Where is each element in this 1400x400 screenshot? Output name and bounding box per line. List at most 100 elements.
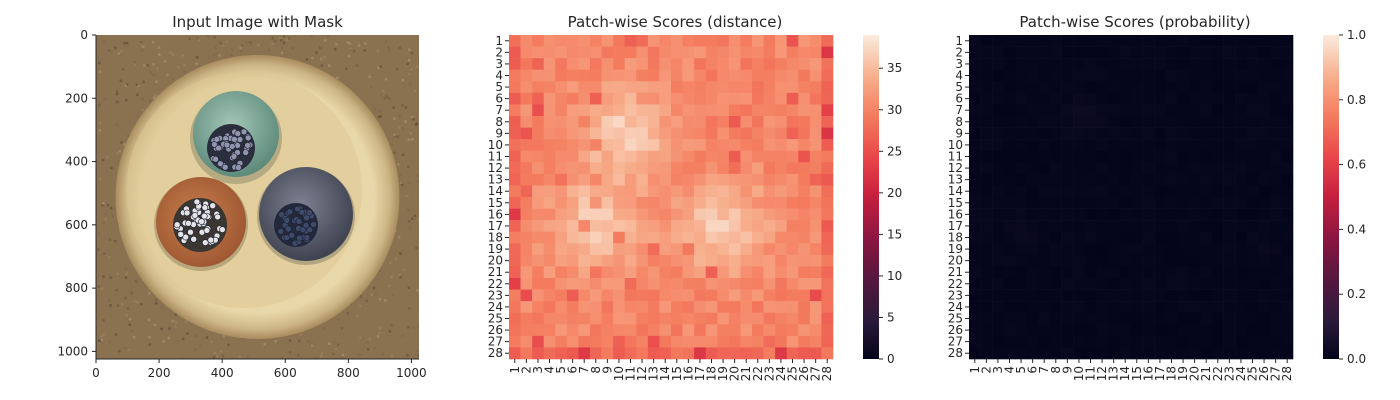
probability-cell [1165,243,1178,256]
distance-cell [555,254,568,267]
probability-cell [1096,254,1109,267]
probability-cell [1154,254,1167,267]
probability-y-tick-label: 5 [955,80,963,94]
probability-cell [1119,92,1132,105]
probability-colorbar-tick-label: 0.0 [1347,352,1366,366]
distance-cell [520,162,533,175]
probability-cell [980,139,993,152]
distance-cell [728,92,741,105]
distance-cell [509,220,521,233]
probability-cell [1026,58,1039,71]
distance-cell [624,266,637,279]
probability-cell [1281,81,1294,94]
probability-cell [1119,139,1132,152]
probability-cell [1235,92,1248,105]
distance-x-tick-label: 10 [612,366,626,381]
probability-cell [969,335,981,348]
probability-cell [1246,324,1259,337]
probability-cell [992,81,1005,94]
distance-y-tick-label: 28 [488,346,503,360]
probability-cell [1026,231,1039,244]
distance-cell [682,312,695,325]
distance-cell [705,347,718,360]
probability-cell [1165,185,1178,198]
probability-cell [1177,46,1190,59]
distance-cell [578,335,591,348]
probability-cell [1154,347,1167,360]
distance-cell [613,335,626,348]
distance-cell [763,92,776,105]
distance-cell [763,104,776,117]
probability-cell [1258,301,1271,314]
probability-cell [1200,58,1213,71]
distance-cell [775,278,788,290]
probability-cell [1015,58,1028,71]
probability-cell [1061,127,1074,140]
distance-cell [636,266,649,279]
probability-cell [1015,104,1028,117]
probability-cell [1119,278,1132,290]
probability-cell [1188,289,1201,302]
probability-cell [1107,58,1120,71]
probability-cell [1015,289,1028,302]
distance-cell [728,104,741,117]
probability-y-tick-label: 2 [955,45,963,59]
input-y-tick-label: 1000 [57,344,88,358]
probability-cell [1015,197,1028,209]
distance-cell [590,335,602,348]
probability-cell [1188,58,1201,71]
distance-cell [543,243,556,256]
distance-cell [786,197,799,209]
distance-cell [520,81,533,94]
probability-cell [1154,35,1167,47]
distance-cell [740,266,753,279]
probability-cell [1003,81,1016,94]
distance-x-tick-label: 3 [531,366,545,374]
distance-cell [798,208,811,221]
distance-cell [520,197,533,209]
distance-y-tick-label: 23 [488,288,503,302]
distance-x-tick-label: 21 [739,366,753,381]
probability-cell [1200,301,1213,314]
probability-cell [1269,301,1282,314]
distance-cell [566,220,579,233]
distance-cell [775,46,788,59]
probability-cell [1107,46,1120,59]
distance-cell [624,92,637,105]
distance-cell [798,312,811,325]
probability-cell [1038,254,1051,267]
distance-cell [509,58,521,71]
chart-title-distance: Patch-wise Scores (distance) [568,13,783,31]
distance-cell [590,150,602,163]
probability-cell [1269,220,1282,233]
distance-cell [752,116,764,128]
probability-cell [1142,266,1155,279]
probability-cell [1200,335,1213,348]
distance-cell [809,185,822,198]
distance-cell [786,139,799,152]
probability-cell [1096,81,1109,94]
distance-cell [532,104,545,117]
distance-cell [520,127,533,140]
distance-cell [763,312,776,325]
probability-cell [1154,185,1167,198]
probability-cell [1015,301,1028,314]
probability-cell [1188,347,1201,360]
distance-cell [647,35,660,47]
distance-cell [555,162,568,175]
distance-cell [566,312,579,325]
probability-cell [1142,220,1155,233]
distance-cell [728,289,741,302]
distance-cell [520,324,533,337]
distance-cell [647,173,660,186]
probability-cell [1281,312,1294,325]
distance-cell [566,92,579,105]
probability-cell [1061,197,1074,209]
probability-cell [1258,197,1271,209]
probability-cell [969,81,981,94]
probability-cell [992,278,1005,290]
distance-cell [555,185,568,198]
distance-cell [671,324,683,337]
